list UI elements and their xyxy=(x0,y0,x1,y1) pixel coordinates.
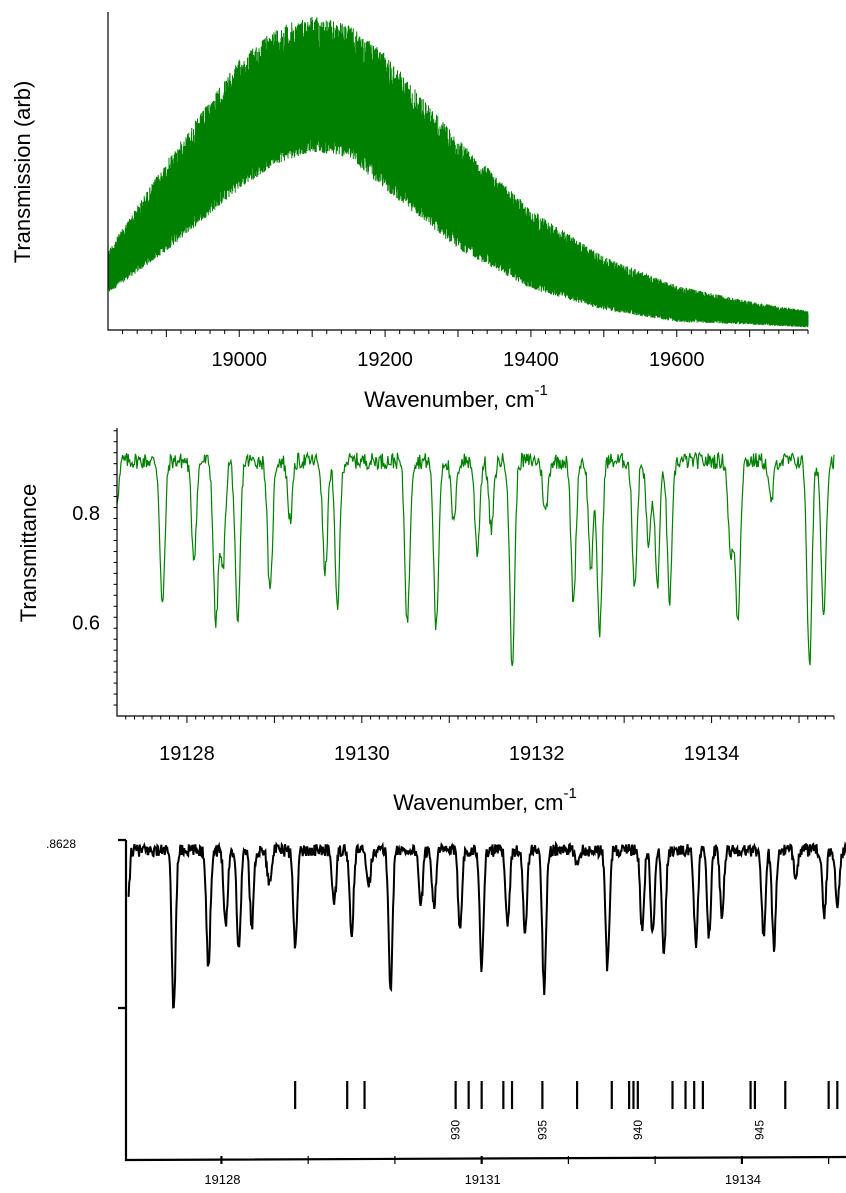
panel1-x-axis-label: Wavenumber, cm-1 xyxy=(364,382,548,412)
x-tick-label: 19128 xyxy=(159,743,215,765)
stick-number-label: 945 xyxy=(752,1120,766,1140)
panel1-y-axis-label: Transmission (arb) xyxy=(10,81,35,264)
panel2-x-axis-label-text: Wavenumber, cm xyxy=(393,790,563,815)
x-tick-label: 19128 xyxy=(204,1172,240,1187)
stick-number-label: 930 xyxy=(449,1120,463,1140)
y-tick-label: 0.6 xyxy=(72,613,100,635)
line-assignment-sticks: 930 935 940 945 xyxy=(294,1081,839,1140)
x-tick-label: 19000 xyxy=(211,349,267,371)
broadband-transmission-trace xyxy=(107,17,809,328)
x-tick-label: 19400 xyxy=(503,349,559,371)
x-tick-label: 19600 xyxy=(649,349,705,371)
panel1-x-axis-label-text: Wavenumber, cm xyxy=(364,387,534,412)
x-tick-label: 19132 xyxy=(509,743,565,765)
panel2-x-axis-label-superscript: -1 xyxy=(564,785,577,802)
x-tick-label: 19200 xyxy=(357,349,413,371)
zoomed-transmittance-trace xyxy=(116,451,835,666)
x-tick-label: 19134 xyxy=(684,743,740,765)
x-tick-label: 19131 xyxy=(465,1172,501,1187)
panel2-ticks: 19128 19130 19132 19134 0.6 0.8 xyxy=(72,430,835,765)
panel2-y-axis-label: Transmittance xyxy=(16,484,41,623)
stick-number-label: 935 xyxy=(535,1120,549,1140)
panel-zoomed-transmittance: 19128 19130 19132 19134 0.6 0.8 Transmittance… xyxy=(16,428,835,815)
panel2-x-axis-label: Wavenumber, cm-1 xyxy=(393,785,577,815)
panel1-x-axis-label-superscript: -1 xyxy=(535,382,548,399)
panel-reference-spectrum: .8628 930 935 940 945 19128 19131 19134 xyxy=(46,837,846,1187)
x-tick-label: 19134 xyxy=(725,1172,761,1187)
panel3-axes xyxy=(118,838,846,1162)
y-tick-label: 0.8 xyxy=(72,503,100,525)
panel3-x-ticks: 19128 19131 19134 xyxy=(204,1156,830,1187)
stick-number-label: 940 xyxy=(631,1120,645,1140)
panel-broadband-spectrum: 19000 19200 19400 19600 Transmission (arb) … xyxy=(10,12,809,412)
panel1-x-ticks: 19000 19200 19400 19600 xyxy=(122,330,809,371)
panel2-axes xyxy=(116,428,834,717)
reference-spectrum-trace xyxy=(127,840,846,1009)
x-tick-label: 19130 xyxy=(334,743,390,765)
panel3-top-value-label: .8628 xyxy=(46,837,76,851)
